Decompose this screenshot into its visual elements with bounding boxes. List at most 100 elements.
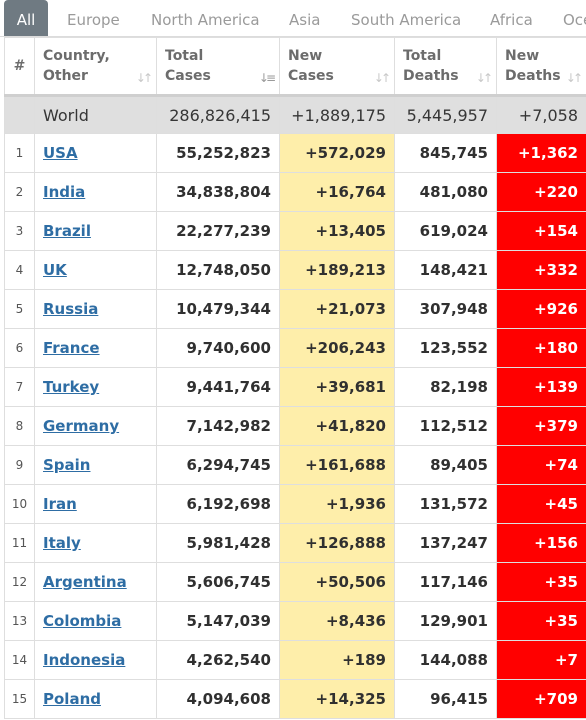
total-cases-cell: 4,262,540 — [156, 640, 280, 680]
tab-south-america[interactable]: South America — [351, 11, 462, 29]
total-cases-cell: 22,277,239 — [156, 211, 280, 251]
country-cell: Poland — [34, 679, 157, 719]
country-cell: Colombia — [34, 601, 157, 641]
new-cases-cell: +39,681 — [279, 367, 395, 407]
country-cell: Brazil — [34, 211, 157, 251]
country-cell: World — [34, 95, 157, 134]
country-cell: Turkey — [34, 367, 157, 407]
table-row: 3 Brazil 22,277,239 +13,405 619,024 +154 — [4, 211, 586, 251]
tab-africa[interactable]: Africa — [490, 11, 533, 29]
country-link[interactable]: Germany — [43, 417, 120, 435]
new-deaths-cell: +35 — [496, 601, 586, 641]
total-deaths-cell: 96,415 — [394, 679, 497, 719]
new-cases-cell: +14,325 — [279, 679, 395, 719]
total-deaths-cell: 112,512 — [394, 406, 497, 446]
covid-stats-table: # Country, Other ↓↑ Total Cases ↓≡ New Case… — [4, 37, 586, 719]
total-deaths-cell: 117,146 — [394, 562, 497, 602]
tab-oceania[interactable]: Oceania — [563, 11, 586, 29]
country-link[interactable]: Iran — [43, 495, 77, 513]
country-cell: Germany — [34, 406, 157, 446]
table-row: 9 Spain 6,294,745 +161,688 89,405 +74 — [4, 445, 586, 485]
rank-cell: 8 — [4, 406, 35, 446]
new-deaths-cell: +180 — [496, 328, 586, 368]
rank-cell: 4 — [4, 250, 35, 290]
table-row: 10 Iran 6,192,698 +1,936 131,572 +45 — [4, 484, 586, 524]
country-link[interactable]: USA — [43, 144, 78, 162]
total-cases-cell: 12,748,050 — [156, 250, 280, 290]
tab-north-america[interactable]: North America — [151, 11, 260, 29]
new-cases-cell: +572,029 — [279, 133, 395, 173]
new-deaths-cell: +7 — [496, 640, 586, 680]
new-deaths-cell: +35 — [496, 562, 586, 602]
total-deaths-cell: 131,572 — [394, 484, 497, 524]
sort-active-icon: ↓≡ — [258, 71, 276, 85]
country-link[interactable]: India — [43, 183, 86, 201]
rank-cell: 7 — [4, 367, 35, 407]
world-row: World 286,826,415 +1,889,175 5,445,957 +… — [4, 95, 586, 134]
country-link[interactable]: Argentina — [43, 573, 127, 591]
tab-all[interactable]: All — [4, 0, 48, 36]
country-link[interactable]: Turkey — [43, 378, 100, 396]
country-link[interactable]: France — [43, 339, 100, 357]
table-row: 14 Indonesia 4,262,540 +189 144,088 +7 — [4, 640, 586, 680]
country-cell: Argentina — [34, 562, 157, 602]
total-deaths-cell: 148,421 — [394, 250, 497, 290]
sort-icon: ↓↑ — [135, 71, 153, 85]
table-row: 15 Poland 4,094,608 +14,325 96,415 +709 — [4, 679, 586, 719]
total-cases-cell: 10,479,344 — [156, 289, 280, 329]
new-cases-cell: +21,073 — [279, 289, 395, 329]
country-link[interactable]: Spain — [43, 456, 91, 474]
sort-icon: ↓↑ — [565, 71, 583, 85]
header-rank[interactable]: # — [4, 37, 35, 96]
rank-cell: 13 — [4, 601, 35, 641]
total-deaths-cell: 82,198 — [394, 367, 497, 407]
new-cases-cell: +8,436 — [279, 601, 395, 641]
total-cases-cell: 6,192,698 — [156, 484, 280, 524]
table-row: 5 Russia 10,479,344 +21,073 307,948 +926 — [4, 289, 586, 329]
table-row: 8 Germany 7,142,982 +41,820 112,512 +379 — [4, 406, 586, 446]
tab-europe[interactable]: Europe — [67, 11, 120, 29]
table-header-row: # Country, Other ↓↑ Total Cases ↓≡ New Case… — [4, 37, 586, 96]
total-cases-cell: 5,147,039 — [156, 601, 280, 641]
table-row: 13 Colombia 5,147,039 +8,436 129,901 +35 — [4, 601, 586, 641]
country-link[interactable]: UK — [43, 261, 67, 279]
new-deaths-cell: +154 — [496, 211, 586, 251]
country-link[interactable]: Poland — [43, 690, 101, 708]
country-link[interactable]: Russia — [43, 300, 99, 318]
new-cases-cell: +189 — [279, 640, 395, 680]
new-cases-cell: +1,936 — [279, 484, 395, 524]
country-cell: Indonesia — [34, 640, 157, 680]
header-new-deaths[interactable]: New Deaths ↓↑ — [496, 37, 586, 96]
rank-cell: 9 — [4, 445, 35, 485]
tab-asia[interactable]: Asia — [289, 11, 321, 29]
country-link[interactable]: Italy — [43, 534, 81, 552]
country-link[interactable]: Indonesia — [43, 651, 126, 669]
new-deaths-cell: +1,362 — [496, 133, 586, 173]
header-total-deaths[interactable]: Total Deaths ↓↑ — [394, 37, 497, 96]
country-cell: Russia — [34, 289, 157, 329]
header-new-cases[interactable]: New Cases ↓↑ — [279, 37, 395, 96]
country-link[interactable]: Colombia — [43, 612, 122, 630]
total-cases-cell: 5,606,745 — [156, 562, 280, 602]
table-row: 11 Italy 5,981,428 +126,888 137,247 +156 — [4, 523, 586, 563]
table-row: 2 India 34,838,804 +16,764 481,080 +220 — [4, 172, 586, 212]
total-deaths-cell: 137,247 — [394, 523, 497, 563]
rank-cell — [4, 95, 35, 134]
new-cases-cell: +161,688 — [279, 445, 395, 485]
total-deaths-cell: 89,405 — [394, 445, 497, 485]
new-cases-cell: +1,889,175 — [279, 95, 395, 134]
rank-cell: 15 — [4, 679, 35, 719]
total-deaths-cell: 845,745 — [394, 133, 497, 173]
new-cases-cell: +189,213 — [279, 250, 395, 290]
total-cases-cell: 9,441,764 — [156, 367, 280, 407]
country-link[interactable]: Brazil — [43, 222, 91, 240]
header-total-cases[interactable]: Total Cases ↓≡ — [156, 37, 280, 96]
total-cases-cell: 286,826,415 — [156, 95, 280, 134]
total-deaths-cell: 619,024 — [394, 211, 497, 251]
table-row: 6 France 9,740,600 +206,243 123,552 +180 — [4, 328, 586, 368]
new-cases-cell: +16,764 — [279, 172, 395, 212]
country-cell: UK — [34, 250, 157, 290]
rank-cell: 11 — [4, 523, 35, 563]
header-country[interactable]: Country, Other ↓↑ — [34, 37, 157, 96]
rank-cell: 10 — [4, 484, 35, 524]
